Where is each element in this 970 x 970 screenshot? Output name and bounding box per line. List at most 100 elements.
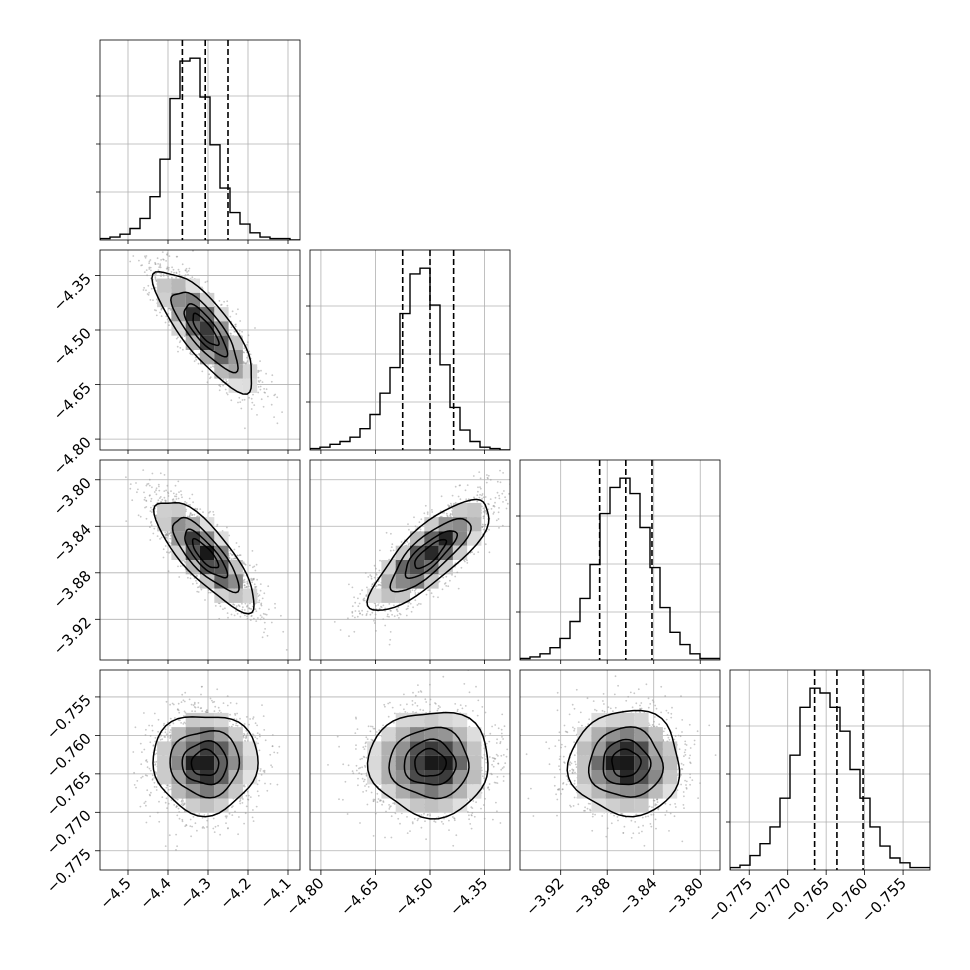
sample-point [476, 494, 479, 497]
sample-point [371, 583, 374, 586]
sample-point [192, 250, 194, 252]
sample-point [226, 612, 229, 614]
sample-point [169, 537, 172, 540]
sample-point [209, 377, 211, 380]
sample-point [246, 605, 248, 608]
sample-point [479, 477, 482, 480]
sample-point [260, 602, 263, 605]
sample-point [257, 595, 260, 597]
sample-point [260, 369, 262, 372]
sample-point [199, 508, 202, 510]
sample-point [269, 783, 272, 785]
sample-point [356, 615, 359, 618]
sample-point [149, 494, 151, 496]
density-bin [242, 378, 258, 393]
sample-point [149, 526, 151, 528]
sample-point [246, 732, 249, 735]
sample-point [197, 706, 200, 709]
sample-point [242, 562, 245, 565]
sample-point [228, 557, 231, 560]
sample-point [167, 495, 170, 497]
sample-point [492, 513, 495, 515]
sample-point [164, 534, 167, 536]
sample-point [155, 514, 158, 517]
sample-point [447, 585, 450, 588]
sample-point [149, 299, 152, 301]
hist-frame-2 [519, 459, 721, 661]
sample-point [508, 493, 510, 495]
sample-point [237, 401, 239, 404]
sample-point [479, 486, 481, 488]
sample-point [176, 345, 179, 348]
sample-point [229, 552, 232, 555]
sample-point [175, 495, 178, 498]
sample-point [242, 573, 245, 576]
sample-point [169, 731, 171, 734]
sample-point [254, 722, 257, 725]
sample-point [497, 518, 500, 520]
sample-point [236, 554, 239, 557]
sample-point [481, 497, 483, 500]
sample-point [243, 581, 246, 583]
sample-point [477, 490, 479, 493]
hist-frame-3 [729, 669, 931, 871]
sample-point [151, 779, 154, 781]
density-bin [200, 335, 215, 350]
sample-point [151, 472, 154, 475]
sample-point [145, 759, 148, 761]
density-bin [171, 502, 186, 518]
sample-point [159, 496, 162, 498]
sample-point [353, 596, 355, 599]
sample-point [259, 735, 261, 738]
sample-point [218, 709, 221, 712]
density-bin [228, 560, 243, 575]
sample-point [245, 734, 248, 737]
sample-point [361, 589, 363, 592]
sample-point [482, 507, 485, 510]
sample-point [379, 549, 381, 552]
sample-point [243, 347, 246, 350]
density-bin [200, 531, 215, 546]
sample-point [394, 558, 396, 560]
sample-point [144, 800, 147, 803]
sample-point [148, 266, 151, 269]
sample-point [496, 491, 499, 494]
sample-point [162, 258, 165, 261]
sample-point [177, 350, 179, 353]
sample-point [379, 584, 382, 587]
pair-panel-0-2 [100, 460, 300, 660]
sample-point [226, 300, 229, 303]
sample-point [213, 710, 216, 713]
sample-point [148, 767, 151, 770]
sample-point [457, 587, 460, 590]
sample-point [161, 738, 164, 741]
sample-point [158, 820, 161, 823]
sample-point [172, 722, 175, 725]
sample-point [218, 617, 221, 620]
sample-point [246, 344, 248, 346]
sample-point [225, 822, 227, 825]
sample-point [273, 751, 276, 754]
sample-point [363, 597, 366, 600]
sample-point [241, 602, 243, 605]
sample-point [363, 599, 366, 602]
sample-point [129, 487, 132, 490]
sample-point [155, 487, 158, 490]
sample-point [164, 321, 167, 324]
sample-point [143, 271, 146, 273]
sample-point [235, 702, 238, 705]
sample-point [484, 496, 487, 498]
sample-point [466, 484, 469, 486]
sample-point [204, 281, 207, 284]
sample-point [141, 751, 143, 753]
sample-point [225, 379, 227, 381]
sample-point [219, 605, 222, 608]
sample-point [189, 513, 192, 516]
sample-point [234, 712, 236, 715]
sample-point [145, 500, 148, 502]
sample-point [258, 594, 261, 596]
sample-point [250, 608, 253, 610]
sample-point [190, 574, 192, 576]
sample-point [241, 608, 244, 611]
sample-point [187, 273, 189, 276]
